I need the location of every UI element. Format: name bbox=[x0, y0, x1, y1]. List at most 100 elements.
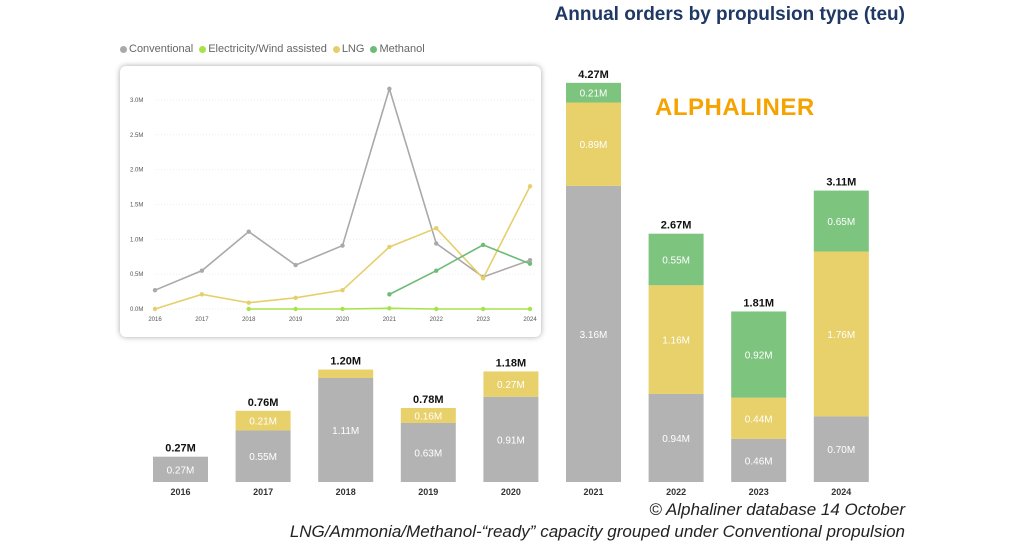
segment-label: 0.65M bbox=[827, 217, 855, 228]
bar-total-label: 1.20M bbox=[330, 356, 361, 368]
legend-item[interactable]: LNG bbox=[332, 43, 364, 55]
segment-label: 0.21M bbox=[249, 417, 277, 428]
x-tick-label: 2016 bbox=[170, 487, 190, 497]
data-point bbox=[387, 244, 392, 250]
footer-source: © Alphaliner database 14 October bbox=[649, 500, 905, 519]
bar-segment-methanol bbox=[648, 233, 704, 286]
y-tick-label: 2.0M bbox=[130, 168, 143, 174]
segment-label: 0.27M bbox=[167, 465, 195, 476]
segment-label: 0.63M bbox=[414, 448, 442, 459]
y-tick-label: 3.0M bbox=[130, 98, 143, 104]
segment-label: 0.91M bbox=[497, 435, 525, 446]
data-point bbox=[387, 306, 392, 311]
segment-label: 0.89M bbox=[580, 140, 608, 151]
data-point bbox=[527, 258, 533, 263]
segment-label: 1.11M bbox=[332, 426, 359, 437]
segment-label: 1.16M bbox=[662, 336, 690, 347]
x-tick-label: 2019 bbox=[418, 487, 438, 497]
segment-label: 0.70M bbox=[827, 445, 855, 456]
segment-label: 0.21M bbox=[580, 89, 608, 100]
x-tick-label: 2023 bbox=[749, 487, 769, 497]
x-tick-label: 2017 bbox=[195, 317, 209, 323]
data-point bbox=[387, 292, 392, 297]
y-tick-label: 0.5M bbox=[130, 272, 143, 278]
line-methanol bbox=[389, 244, 531, 296]
data-point bbox=[434, 225, 439, 231]
data-point bbox=[527, 261, 533, 266]
data-point bbox=[480, 242, 486, 248]
bar-segment-methanol bbox=[566, 82, 621, 103]
legend-item[interactable]: Conventional bbox=[120, 43, 193, 55]
legend-dot-icon bbox=[370, 45, 378, 53]
bar-segment-lng bbox=[566, 102, 621, 186]
bar-segment-conventional bbox=[566, 185, 621, 482]
bar-total-label: 1.18M bbox=[496, 357, 527, 369]
segment-label: 0.55M bbox=[662, 255, 690, 266]
x-tick-label: 2024 bbox=[831, 487, 851, 497]
bar-segment-conventional bbox=[318, 377, 374, 482]
data-point bbox=[340, 287, 345, 293]
chart-title: Annual orders by propulsion type (teu) bbox=[554, 4, 905, 25]
data-point bbox=[293, 306, 298, 312]
segment-label: 0.16M bbox=[414, 411, 442, 422]
data-point bbox=[340, 243, 345, 248]
data-point bbox=[434, 241, 439, 246]
bar-segment-lng bbox=[318, 369, 374, 378]
x-tick-label: 2022 bbox=[666, 487, 686, 497]
x-tick-label: 2020 bbox=[336, 317, 350, 323]
bar-segment-lng bbox=[400, 407, 456, 423]
y-tick-label: 1.0M bbox=[130, 237, 143, 243]
x-tick-label: 2021 bbox=[583, 487, 603, 497]
x-tick-label: 2020 bbox=[501, 487, 521, 497]
y-tick-label: 0.0M bbox=[130, 307, 143, 313]
segment-label: 0.94M bbox=[662, 434, 690, 445]
bar-total-label: 2.67M bbox=[661, 220, 692, 232]
bar-segment-lng bbox=[731, 397, 787, 439]
bar-segment-lng bbox=[483, 371, 539, 397]
bar-segment-methanol bbox=[813, 190, 869, 252]
line-conventional bbox=[154, 86, 531, 291]
bar-segment-lng bbox=[648, 285, 704, 394]
x-tick-label: 2023 bbox=[476, 317, 490, 323]
bar-segment-methanol bbox=[731, 311, 787, 398]
legend-item[interactable]: Electricity/Wind assisted bbox=[199, 43, 327, 55]
segment-label: 1.76M bbox=[827, 330, 855, 341]
bar-segment-conventional bbox=[813, 416, 869, 482]
line-chart: 0.0M 0.5M 1.0M 1.5M 2.0M 2.5M 3.0M 2016 2017 2018… bbox=[130, 86, 537, 323]
legend-dot-icon bbox=[120, 45, 127, 53]
segment-label: 0.27M bbox=[497, 380, 525, 391]
data-point bbox=[434, 268, 439, 273]
segment-label: 3.16M bbox=[580, 330, 608, 341]
bar-segment-conventional bbox=[483, 396, 539, 482]
data-point bbox=[199, 268, 205, 273]
legend-item[interactable]: Methanol bbox=[370, 43, 425, 55]
segment-label: 0.92M bbox=[745, 351, 773, 362]
data-point bbox=[152, 306, 158, 312]
segment-label: 0.46M bbox=[745, 456, 773, 467]
data-point bbox=[434, 306, 439, 312]
bar-total-label: 1.81M bbox=[743, 297, 774, 309]
data-point bbox=[199, 292, 205, 297]
data-point bbox=[387, 86, 392, 91]
x-tick-label: 2017 bbox=[253, 487, 273, 497]
data-point bbox=[527, 184, 533, 189]
legend-label: Methanol bbox=[379, 43, 425, 55]
bar-segment-conventional bbox=[648, 393, 704, 482]
bar-total-label: 0.78M bbox=[413, 394, 444, 406]
bar-segment-conventional bbox=[153, 456, 208, 482]
data-point bbox=[480, 306, 486, 312]
data-point bbox=[340, 306, 345, 312]
segment-label: 0.44M bbox=[745, 414, 773, 425]
y-tick-label: 2.5M bbox=[130, 133, 143, 139]
data-point bbox=[527, 306, 533, 312]
x-tick-label: 2018 bbox=[242, 317, 256, 323]
bar-segment-conventional bbox=[400, 422, 456, 482]
line-chart-legend: Conventional Electricity/Wind assisted LNG… bbox=[120, 43, 425, 55]
x-tick-label: 2024 bbox=[523, 317, 537, 323]
x-tick-label: 2018 bbox=[336, 487, 356, 497]
bar-segment-conventional bbox=[731, 438, 787, 482]
bar-segment-conventional bbox=[235, 430, 291, 482]
footer-note: LNG/Ammonia/Methanol-“ready” capacity gr… bbox=[289, 522, 905, 541]
bar-total-label: 3.11M bbox=[826, 177, 856, 189]
data-point bbox=[152, 287, 158, 293]
